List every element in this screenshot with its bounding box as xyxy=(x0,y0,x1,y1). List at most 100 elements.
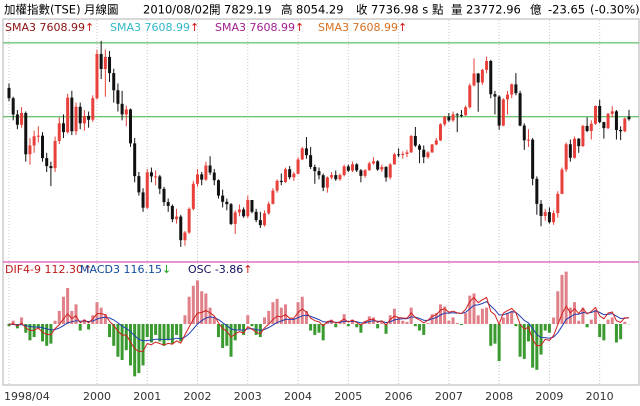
candle-body xyxy=(7,87,11,99)
osc-bar xyxy=(166,324,170,341)
candle-body xyxy=(547,212,551,223)
high: 8054.29 xyxy=(296,3,344,17)
candle-body xyxy=(120,103,124,115)
osc-bar xyxy=(501,317,505,324)
high-label: 高 xyxy=(281,3,293,17)
osc-bar xyxy=(116,324,120,357)
header: 加權指數(TSE) 月線圖 2010/08/02 開 7829.19 高 805… xyxy=(4,3,640,17)
candle-body xyxy=(74,106,78,132)
candle-body xyxy=(443,116,447,125)
candle-body xyxy=(334,175,338,180)
candle-body xyxy=(32,136,36,146)
osc-bar xyxy=(355,324,359,328)
osc-bar xyxy=(149,324,153,343)
legend-entry: MACD3 116.15↓ xyxy=(80,263,171,276)
x-tick-label: 2003 xyxy=(234,390,262,403)
legend-arrow: ↑ xyxy=(190,21,199,34)
osc-bar xyxy=(11,320,15,324)
unit: 點 xyxy=(432,3,444,17)
period: 月線圖 xyxy=(84,3,119,17)
osc-bar xyxy=(560,274,564,324)
candle-body xyxy=(367,163,371,171)
candle-body xyxy=(200,174,204,180)
candle-body xyxy=(355,164,359,171)
legend-entry: SMA3 7608.99↑ xyxy=(110,21,199,34)
instrument: 加權指數(TSE) xyxy=(4,3,81,17)
candle-body xyxy=(212,172,216,181)
x-tick-label: 2006 xyxy=(385,390,413,403)
candle-body xyxy=(556,193,560,214)
candle-body xyxy=(36,135,40,137)
candle-body xyxy=(581,125,585,147)
osc-bar xyxy=(95,302,99,324)
x-tick-label: 1998/04 xyxy=(4,390,50,403)
osc-bar xyxy=(522,324,526,359)
osc-bar xyxy=(593,309,597,324)
osc-bar xyxy=(292,318,296,324)
osc-bar xyxy=(36,324,40,329)
candle-body xyxy=(99,53,103,69)
candle-body xyxy=(166,202,170,206)
legend-label: SMA3 7608.99 xyxy=(5,21,85,34)
osc-bar xyxy=(426,322,430,324)
osc-bar xyxy=(438,304,442,324)
candle-body xyxy=(179,216,183,241)
osc-bar xyxy=(405,321,409,324)
candle-body xyxy=(623,118,627,132)
osc-bar xyxy=(334,324,338,328)
candle-body xyxy=(246,200,250,217)
candle-body xyxy=(539,203,543,216)
candle-body xyxy=(438,124,442,141)
osc-bar xyxy=(263,317,267,324)
osc-bar xyxy=(53,320,57,324)
candle-body xyxy=(422,149,426,158)
x-tick-label: 2000 xyxy=(83,390,111,403)
osc-bar xyxy=(552,317,556,324)
candle-body xyxy=(124,109,128,115)
osc-bar xyxy=(535,324,539,370)
candle-body xyxy=(493,94,497,97)
volume: 23772.96 xyxy=(466,3,521,17)
osc-bar xyxy=(577,320,581,324)
candle-body xyxy=(229,204,233,224)
candle-body xyxy=(468,85,472,108)
candle-body xyxy=(330,175,334,178)
candle-body xyxy=(258,220,262,226)
candle-body xyxy=(87,115,91,120)
candle-body xyxy=(510,84,514,95)
osc-bar xyxy=(455,322,459,324)
close-label: 收 xyxy=(356,3,368,17)
candle-body xyxy=(476,73,480,83)
candle-body xyxy=(279,180,283,183)
legend-entry: OSC -3.86↑ xyxy=(188,263,253,276)
candle-body xyxy=(149,172,153,177)
candle-body xyxy=(480,69,484,83)
osc-bar xyxy=(581,307,585,324)
osc-bar xyxy=(485,307,489,324)
osc-bar xyxy=(183,315,187,324)
candle-body xyxy=(70,97,74,132)
candle-body xyxy=(392,154,396,165)
osc-bar xyxy=(145,324,149,338)
osc-bar xyxy=(480,308,484,324)
candle-body xyxy=(175,216,179,220)
candle-body xyxy=(170,205,174,220)
osc-bar xyxy=(610,317,614,324)
candle-body xyxy=(589,123,593,131)
candle-body xyxy=(191,183,195,209)
candle-body xyxy=(535,178,539,204)
candle-body xyxy=(522,125,526,141)
candle-body xyxy=(116,90,120,104)
legend-arrow: ↓ xyxy=(162,263,171,276)
x-tick-label: 2008 xyxy=(485,390,513,403)
candle-body xyxy=(430,144,434,153)
candle-body xyxy=(133,143,137,177)
osc-bar xyxy=(313,324,317,335)
osc-bar xyxy=(468,295,472,324)
candle-body xyxy=(610,111,614,114)
osc-bar xyxy=(154,324,158,335)
candle-body xyxy=(82,115,86,124)
candle-body xyxy=(619,129,623,132)
candle-body xyxy=(275,180,279,191)
